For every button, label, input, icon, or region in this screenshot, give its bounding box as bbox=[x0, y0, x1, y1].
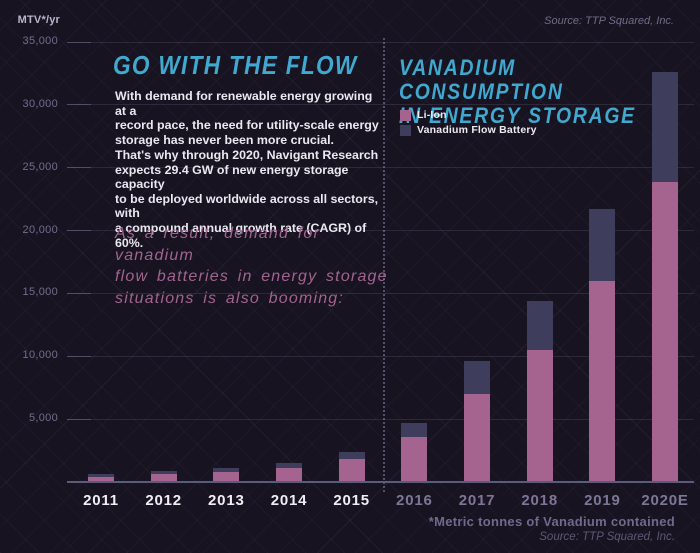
bar-2014-li-ion-segment bbox=[276, 467, 302, 482]
x-axis-label-2012: 2012 bbox=[145, 492, 182, 509]
y-tick-label-15000: 15,000 bbox=[22, 286, 58, 299]
x-axis-label-2017: 2017 bbox=[458, 492, 496, 509]
intro-paragraph-1: With demand for renewable energy growing… bbox=[115, 89, 379, 147]
y-tick-label-10000: 10,000 bbox=[22, 349, 58, 362]
bar-2013-vanadium-flow-battery-segment bbox=[213, 468, 240, 472]
bar-2016-vanadium-flow-battery-segment bbox=[401, 422, 428, 438]
bar-2011-li-ion-segment bbox=[88, 476, 114, 482]
bar-2019-vanadium-flow-battery-segment bbox=[589, 209, 616, 281]
y-tick-label-20000: 20,000 bbox=[22, 223, 58, 236]
li-ion-swatch-icon bbox=[400, 109, 411, 121]
gridline-30000 bbox=[67, 104, 694, 106]
bar-2011-vanadium-flow-battery-segment bbox=[88, 474, 114, 477]
chart-legend: Li-Ion Vanadium Flow Battery bbox=[400, 109, 537, 139]
legend-label-vanadium-flow-battery: Vanadium Flow Battery bbox=[417, 124, 537, 136]
y-axis-unit-label: MTV*/yr bbox=[17, 14, 60, 26]
source-attribution-bottom: Source: TTP Squared, Inc. bbox=[539, 531, 675, 543]
x-axis-label-2015: 2015 bbox=[333, 492, 370, 509]
y-tick-label-35000: 35,000 bbox=[22, 35, 58, 47]
x-axis-label-2016: 2016 bbox=[396, 492, 433, 509]
bar-2015-li-ion-segment bbox=[338, 459, 365, 482]
x-axis-label-2011: 2011 bbox=[83, 492, 119, 509]
period-separator-line bbox=[383, 38, 385, 492]
footnote-metric-tonnes: *Metric tonnes of Vanadium contained bbox=[428, 514, 675, 529]
bar-2020E-vanadium-flow-battery-segment bbox=[652, 72, 679, 182]
gridline-5000 bbox=[67, 418, 694, 420]
gridline-25000 bbox=[67, 167, 694, 169]
bar-2018-li-ion-segment bbox=[526, 350, 553, 482]
gridline-10000 bbox=[67, 355, 694, 357]
legend-item-vanadium-flow-battery: Vanadium Flow Battery bbox=[400, 124, 537, 136]
bar-2012-li-ion-segment bbox=[150, 474, 177, 482]
bar-2016-li-ion-segment bbox=[401, 437, 428, 482]
bar-2012-vanadium-flow-battery-segment bbox=[150, 471, 177, 475]
bar-2013-li-ion-segment bbox=[213, 471, 240, 482]
x-axis-label-2014: 2014 bbox=[270, 492, 308, 509]
bar-2017-vanadium-flow-battery-segment bbox=[464, 361, 491, 394]
chart-title: VANADIUM CONSUMPTION IN ENERGY STORAGE bbox=[399, 55, 636, 128]
x-axis-label-2020E: 2020E bbox=[641, 492, 689, 509]
bar-2019-li-ion-segment bbox=[589, 280, 616, 482]
intro-title: GO WITH THE FLOW bbox=[113, 50, 358, 80]
x-axis-label-2019: 2019 bbox=[584, 492, 621, 509]
y-tick-label-30000: 30,000 bbox=[22, 97, 58, 110]
legend-item-li-ion: Li-Ion bbox=[400, 109, 537, 121]
bar-2017-li-ion-segment bbox=[464, 394, 491, 482]
x-axis-label-2013: 2013 bbox=[208, 492, 245, 509]
intro-paragraph-2: That's why through 2020, Navigant Resear… bbox=[115, 148, 379, 250]
axis-baseline bbox=[67, 480, 694, 483]
gridline-35000 bbox=[67, 41, 694, 43]
bar-2020E-li-ion-segment bbox=[652, 181, 679, 482]
bar-2014-vanadium-flow-battery-segment bbox=[276, 462, 302, 468]
gridline-20000 bbox=[67, 230, 694, 232]
y-tick-label-25000: 25,000 bbox=[22, 160, 58, 173]
bar-2015-vanadium-flow-battery-segment bbox=[338, 452, 365, 460]
bar-2018-vanadium-flow-battery-segment bbox=[526, 300, 553, 350]
intro-highlight-text: As a result, demand for vanadium flow ba… bbox=[115, 225, 388, 307]
x-axis-label-2018: 2018 bbox=[521, 492, 558, 509]
vanadium-flow-battery-swatch-icon bbox=[400, 124, 411, 136]
legend-label-li-ion: Li-Ion bbox=[417, 109, 447, 121]
y-tick-label-5000: 5,000 bbox=[28, 412, 58, 425]
source-attribution-top: Source: TTP Squared, Inc. bbox=[544, 15, 674, 27]
gridline-15000 bbox=[67, 292, 694, 294]
